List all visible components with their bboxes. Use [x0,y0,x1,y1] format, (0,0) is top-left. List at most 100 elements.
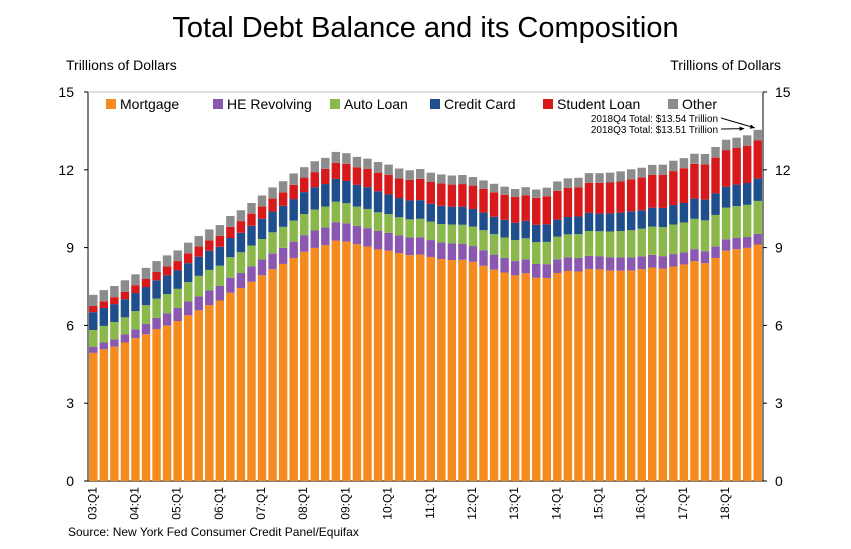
bar-segment-he-revolving [742,236,752,248]
bar-segment-student-loan [162,266,172,276]
bar-segment-credit-card [331,178,341,202]
bar-segment-credit-card [278,205,288,227]
bar-segment-other [321,157,330,169]
bar-segment-auto-loan [489,234,499,255]
bar-segment-student-loan [447,184,457,207]
bar-segment-credit-card [542,224,552,242]
bar-segment-mortgage [437,259,446,481]
legend-label: HE Revolving [227,96,312,112]
bar-segment-student-loan [120,291,130,300]
bar-segment-student-loan [700,164,710,200]
x-tick-label: 03:Q1 [85,487,99,520]
bar-segment-student-loan [363,169,372,188]
bar-segment-auto-loan [141,305,151,324]
bar-segment-auto-loan [711,214,720,247]
bar-segment-other [183,242,193,254]
bar-segment-other [416,169,425,179]
bar-segment-mortgage [648,267,657,481]
bar-segment-auto-loan [162,294,172,314]
bar-segment-student-loan [247,213,256,226]
y-tick-label-right: 6 [775,317,783,333]
bar-segment-mortgage [458,259,467,481]
x-tick-label: 15:Q1 [592,487,606,520]
annotation-arrowhead [739,126,745,131]
bar-segment-auto-loan [648,226,657,255]
bar-segment-credit-card [721,186,731,208]
bar-segment-other [289,173,298,185]
bar-segment-auto-loan [595,231,604,257]
bar-segment-he-revolving [342,223,351,242]
bar-segment-auto-loan [394,217,404,236]
bar-segment-credit-card [215,246,225,266]
legend-swatch [330,99,340,109]
bar-segment-mortgage [247,281,256,481]
bar-segment-he-revolving [721,239,731,251]
bar-segment-mortgage [363,246,372,481]
bar-segment-student-loan [226,226,235,238]
bar-segment-other [732,137,741,149]
x-tick-label: 08:Q1 [296,487,310,520]
bar-segment-he-revolving [532,263,541,278]
bar-segment-auto-loan [183,282,193,302]
bar-segment-student-loan [669,171,678,206]
bar-segment-credit-card [405,200,414,220]
bar-segment-he-revolving [658,256,668,269]
bar-segment-other [426,172,435,182]
bar-segment-other [489,183,499,193]
x-tick-label: 14:Q1 [549,487,563,520]
bar-segment-auto-loan [342,203,351,224]
bar-segment-other [342,153,351,164]
bar-segment-credit-card [416,200,425,219]
bar-segment-mortgage [489,269,499,481]
bar-segment-he-revolving [205,290,214,306]
bar-segment-mortgage [342,241,351,481]
bar-segment-he-revolving [215,285,225,301]
bar-segment-he-revolving [426,240,435,257]
bar-segment-student-loan [679,168,689,203]
bar-segment-he-revolving [110,339,119,347]
bar-segment-student-loan [384,174,393,195]
bar-segment-credit-card [247,225,256,246]
bar-segment-auto-loan [299,214,309,236]
bar-segment-auto-loan [384,214,393,233]
bar-segment-credit-card [384,194,393,215]
bar-segment-auto-loan [753,200,762,234]
bar-segment-he-revolving [173,307,182,321]
bar-segment-he-revolving [595,256,604,270]
bar-segment-other [162,255,172,267]
bar-segment-credit-card [532,224,541,243]
x-tick-label: 05:Q1 [170,487,184,520]
bar-segment-other [468,177,478,186]
bar-segment-other [120,280,130,292]
y-tick-label-left: 12 [58,162,74,178]
bar-segment-mortgage [416,254,425,481]
bar-segment-other [521,187,530,196]
bar-segment-other [542,187,552,197]
bar-segment-student-loan [268,198,277,212]
bar-segment-he-revolving [321,227,330,246]
bar-segment-mortgage [89,352,98,481]
bar-segment-credit-card [753,178,762,201]
bar-segment-mortgage [141,334,151,481]
bar-segment-student-loan [584,182,594,213]
bar-segment-credit-card [352,184,362,207]
bar-segment-credit-card [183,263,193,283]
legend-label: Credit Card [444,96,516,112]
bar-segment-credit-card [363,187,372,209]
bar-segment-auto-loan [331,201,341,223]
bar-segment-student-loan [321,168,330,185]
bar-segment-other [226,215,235,227]
bar-segment-auto-loan [532,242,541,264]
bar-segment-student-loan [489,192,499,217]
bar-segment-student-loan [215,235,225,247]
bar-segment-student-loan [99,301,109,309]
bar-segment-other [141,267,151,279]
bar-segment-mortgage [753,244,762,481]
bar-segment-mortgage [257,275,267,481]
y-tick-label-left: 9 [66,240,74,256]
bar-segment-auto-loan [226,257,235,278]
bar-segment-student-loan [299,177,309,193]
bar-segment-credit-card [489,216,499,235]
bar-segment-other [574,177,583,188]
bar-segment-student-loan [605,182,615,214]
